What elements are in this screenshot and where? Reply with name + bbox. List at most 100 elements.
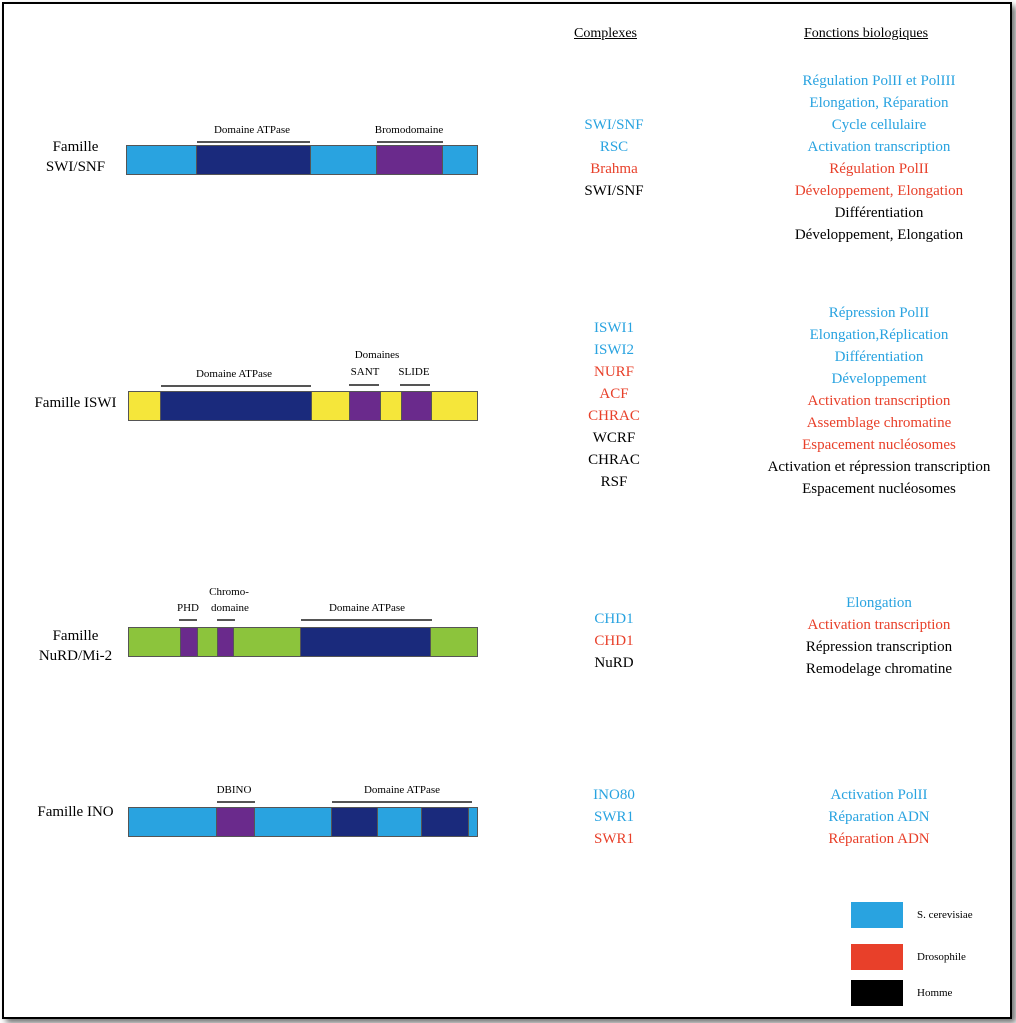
complexes-list-ino: INO80 SWR1 SWR1 <box>544 784 684 850</box>
bromodomain-label: Bromodomaine <box>374 124 444 136</box>
complex-name: RSF <box>600 474 628 490</box>
function-name: Différentiation <box>834 349 924 365</box>
family-label-ino: Famille INO <box>37 804 114 820</box>
legend-label: Homme <box>917 987 953 999</box>
atpase-domain-label: Domaine ATPase <box>195 368 273 380</box>
complexes-header: Complexes <box>574 26 637 41</box>
family-label-iswi: Famille ISWI <box>34 395 117 411</box>
chromodomain-label-1: Chromo- <box>209 586 249 598</box>
complex-name: SWR1 <box>593 831 634 847</box>
function-name: Espacement nucléosomes <box>802 437 956 453</box>
bar-segment <box>312 392 350 420</box>
bar-segment <box>311 146 377 174</box>
complexes-list-nurd-mi2: CHD1 CHD1 NuRD <box>544 608 684 674</box>
legend-item-cerevisiae: S. cerevisiae <box>851 902 973 928</box>
function-name: Elongation <box>846 595 912 611</box>
bar-segment <box>197 628 218 656</box>
function-name: Assemblage chromatine <box>806 415 952 431</box>
legend-swatch <box>851 980 903 1006</box>
complex-name: CHD1 <box>594 611 634 627</box>
function-name: Régulation PolII et PolIII <box>802 73 956 89</box>
function-name: Régulation PolII <box>829 161 929 177</box>
legend-item-human: Homme <box>851 980 952 1006</box>
swi-snf-protein-bar <box>126 145 478 175</box>
bar-segment <box>377 808 423 836</box>
complex-name: CHRAC <box>588 452 640 468</box>
chromodomain-label-2: domaine <box>211 602 249 614</box>
bar-segment <box>443 146 477 174</box>
function-name: Réparation ADN <box>828 831 930 847</box>
function-name: Elongation,Réplication <box>809 327 949 343</box>
dbino-segment <box>217 808 256 836</box>
atpase-segment <box>301 628 432 656</box>
function-name: Développement, Elongation <box>794 227 964 243</box>
complex-name: INO80 <box>593 787 635 803</box>
slide-bracket <box>400 384 430 386</box>
legend-swatch <box>851 944 903 970</box>
complexes-list-swi-snf: SWI/SNF RSC Brahma SWI/SNF <box>544 114 684 202</box>
sant-label: SANT <box>350 366 380 378</box>
legend-swatch <box>851 902 903 928</box>
function-name: Réparation ADN <box>828 809 930 825</box>
function-name: Cycle cellulaire <box>831 117 927 133</box>
family-label-swi-snf: Famille SWI/SNF <box>45 139 106 175</box>
bar-segment <box>234 628 302 656</box>
complex-name: RSC <box>599 139 629 155</box>
legend-label: Drosophile <box>917 951 966 963</box>
slide-segment <box>402 392 432 420</box>
atpase-domain-bracket <box>332 801 472 803</box>
atpase-domain-bracket <box>301 619 432 621</box>
atpase-domain-label: Domaine ATPase <box>328 602 406 614</box>
phd-bracket <box>179 619 197 621</box>
legend-item-drosophila: Drosophile <box>851 944 966 970</box>
nurd-protein-bar <box>128 627 478 657</box>
complex-name: SWI/SNF <box>584 117 644 133</box>
family-label-nurd-mi2: Famille NuRD/Mi-2 <box>38 628 113 664</box>
complex-name: NuRD <box>594 655 634 671</box>
bar-segment <box>432 392 477 420</box>
bar-segment <box>469 808 477 836</box>
complex-name: CHRAC <box>588 408 640 424</box>
phd-segment <box>180 628 198 656</box>
function-name: Activation transcription <box>807 139 951 155</box>
functions-list-iswi: Répression PolII Elongation,Réplication Di… <box>739 302 1016 500</box>
complex-name: SWI/SNF <box>584 183 644 199</box>
function-name: Activation transcription <box>807 617 951 633</box>
sant-bracket <box>349 384 379 386</box>
atpase-domain-label: Domaine ATPase <box>213 124 291 136</box>
domaines-label: Domaines <box>354 349 400 361</box>
chromodomain-segment <box>217 628 235 656</box>
ino-protein-bar <box>128 807 478 837</box>
chromodomain-bracket <box>217 619 235 621</box>
complex-name: ACF <box>599 386 629 402</box>
dbino-bracket <box>217 801 255 803</box>
function-name: Répression PolII <box>828 305 930 321</box>
atpase-segment <box>161 392 312 420</box>
complex-name: ISWI1 <box>594 320 634 336</box>
legend-label: S. cerevisiae <box>917 909 973 921</box>
complex-name: ISWI2 <box>594 342 634 358</box>
functions-header: Fonctions biologiques <box>804 26 929 41</box>
function-name: Activation PolII <box>830 787 928 803</box>
dbino-label: DBINO <box>216 784 252 796</box>
atpase-domain-bracket <box>197 141 310 143</box>
function-name: Développement <box>831 371 927 387</box>
bar-segment <box>129 392 161 420</box>
function-name: Espacement nucléosomes <box>802 481 956 497</box>
atpase-segment <box>422 808 470 836</box>
complex-name: NURF <box>593 364 634 380</box>
functions-list-ino: Activation PolII Réparation ADN Réparation… <box>749 784 1009 850</box>
complex-name: WCRF <box>592 430 636 446</box>
functions-list-swi-snf: Régulation PolII et PolIII Elongation, Ré… <box>749 70 1009 246</box>
bar-segment <box>381 392 402 420</box>
phd-label: PHD <box>176 602 200 614</box>
atpase-segment <box>331 808 378 836</box>
bromodomain-segment <box>377 146 443 174</box>
bar-segment <box>431 628 477 656</box>
bar-segment <box>255 808 332 836</box>
atpase-domain-bracket <box>161 385 311 387</box>
function-name: Différentiation <box>834 205 924 221</box>
atpase-domain-label: Domaine ATPase <box>363 784 441 796</box>
function-name: Elongation, Réparation <box>809 95 949 111</box>
